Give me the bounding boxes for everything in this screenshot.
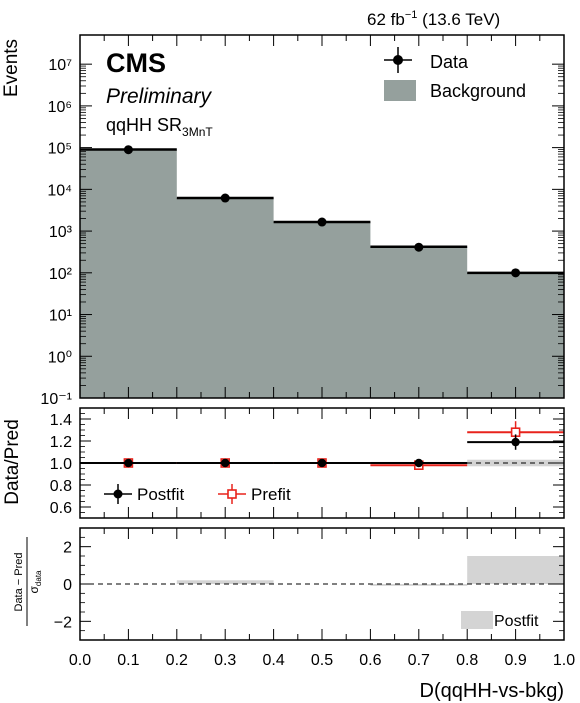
pull-bar	[467, 556, 564, 584]
data-point	[220, 193, 230, 203]
legend-background-label: Background	[430, 81, 526, 101]
legend-pull-label: Postfit	[494, 613, 539, 630]
legend-prefit-marker	[218, 484, 246, 504]
postfit-point	[124, 458, 133, 468]
legend-data-marker	[384, 47, 412, 73]
pull-panel: −2 0 2 0.0 0.1 0.2 0.3 0.4 0.5 0.6 0.7 0.8 0.9 1.0 P…	[54, 527, 575, 669]
ratio-legend: Postfit Prefit	[104, 484, 291, 504]
pull-x-axis: 0.0 0.1 0.2 0.3 0.4 0.5 0.6 0.7 0.8 0.9 1.0	[69, 528, 575, 669]
legend-pull-swatch	[461, 611, 493, 629]
x-tick-label: 1.0	[553, 652, 575, 669]
main-y-tick-label: 10⁷	[48, 57, 72, 74]
postfit-point	[414, 458, 423, 468]
x-tick-label: 0.5	[311, 652, 333, 669]
ratio-x-ticks	[79, 408, 565, 518]
cms-label: CMS	[106, 48, 166, 78]
pull-plot-area	[80, 556, 564, 586]
main-panel: 10⁻¹ 10⁰ 10¹ 10² 10³ 10⁴ 10⁵ 10⁶ 10⁷ CMS Prelimi…	[40, 34, 565, 408]
ratio-plot-area	[80, 421, 564, 471]
x-tick-label: 0.8	[456, 652, 478, 669]
main-plot-area	[80, 145, 564, 398]
x-tick-label: 0.1	[117, 652, 139, 669]
region-label: qqHH SR3MnT	[106, 115, 213, 139]
postfit-point	[511, 437, 520, 447]
x-tick-label: 0.4	[262, 652, 284, 669]
x-tick-label: 0.7	[408, 652, 430, 669]
x-tick-label: 0.2	[166, 652, 188, 669]
main-y-tick-label: 10⁶	[48, 99, 72, 116]
ratio-panel: 0.6 0.8 1.0 1.2 1.4 Postfit Prefit	[50, 407, 565, 519]
ratio-y-tick-label: 0.8	[50, 478, 72, 495]
main-y-tick-label: 10⁵	[48, 141, 72, 158]
legend-data-label: Data	[430, 52, 469, 72]
main-y-tick-label: 10⁴	[47, 182, 72, 199]
legend-prefit-square	[227, 489, 237, 499]
pull-bar	[370, 584, 468, 586]
x-tick-label: 0.3	[214, 652, 236, 669]
legend-postfit-marker	[104, 484, 132, 504]
main-y-tick-label: 10⁰	[48, 349, 72, 366]
main-ylabel: Events	[1, 39, 22, 97]
pull-legend: Postfit	[461, 611, 539, 630]
pull-bar	[176, 580, 274, 584]
x-tick-label: 0.0	[69, 652, 91, 669]
pull-ylabel-denominator: σdata	[27, 570, 43, 594]
x-tick-label: 0.9	[504, 652, 526, 669]
ratio-y-tick-label: 1.2	[50, 434, 72, 451]
data-point	[511, 268, 521, 278]
pull-ylabel-numerator: Data − Pred	[13, 552, 25, 611]
data-point	[123, 145, 133, 155]
data-point	[317, 217, 327, 227]
ratio-y-axis: 0.6 0.8 1.0 1.2 1.4	[50, 412, 564, 517]
preliminary-label: Preliminary	[106, 85, 213, 108]
x-axis-title: D(qqHH-vs-bkg)	[420, 680, 564, 702]
legend-prefit-label: Prefit	[251, 485, 291, 504]
main-y-axis: 10⁻¹ 10⁰ 10¹ 10² 10³ 10⁴ 10⁵ 10⁶ 10⁷	[40, 57, 564, 408]
legend-postfit-label: Postfit	[137, 485, 185, 504]
main-x-ticks	[79, 35, 565, 398]
ratio-y-tick-label: 1.4	[50, 412, 72, 429]
main-y-tick-label: 10³	[49, 224, 73, 241]
background-histogram	[80, 149, 564, 398]
ratio-y-tick-label: 1.0	[50, 456, 72, 473]
ratio-ylabel: Data/Pred	[2, 419, 23, 505]
pull-y-axis: −2 0 2	[54, 536, 564, 631]
main-legend: Data Background	[384, 47, 526, 101]
pull-y-tick-label: −2	[54, 614, 72, 631]
pull-y-tick-label: 2	[63, 540, 72, 557]
postfit-point	[317, 458, 327, 468]
legend-background-swatch	[384, 80, 416, 101]
main-y-tick-label: 10¹	[49, 308, 72, 325]
postfit-point	[221, 458, 230, 468]
pull-y-tick-label: 0	[63, 577, 72, 594]
main-y-tick-label: 10⁻¹	[40, 391, 72, 408]
pull-ylabel: Data − Pred σdata	[13, 537, 43, 626]
x-tick-label: 0.6	[359, 652, 381, 669]
ratio-y-tick-label: 0.6	[50, 500, 72, 517]
data-point	[414, 242, 424, 252]
main-y-tick-label: 10²	[49, 266, 73, 283]
lumi-label: 62 fb−1 (13.6 TeV)	[367, 9, 500, 29]
